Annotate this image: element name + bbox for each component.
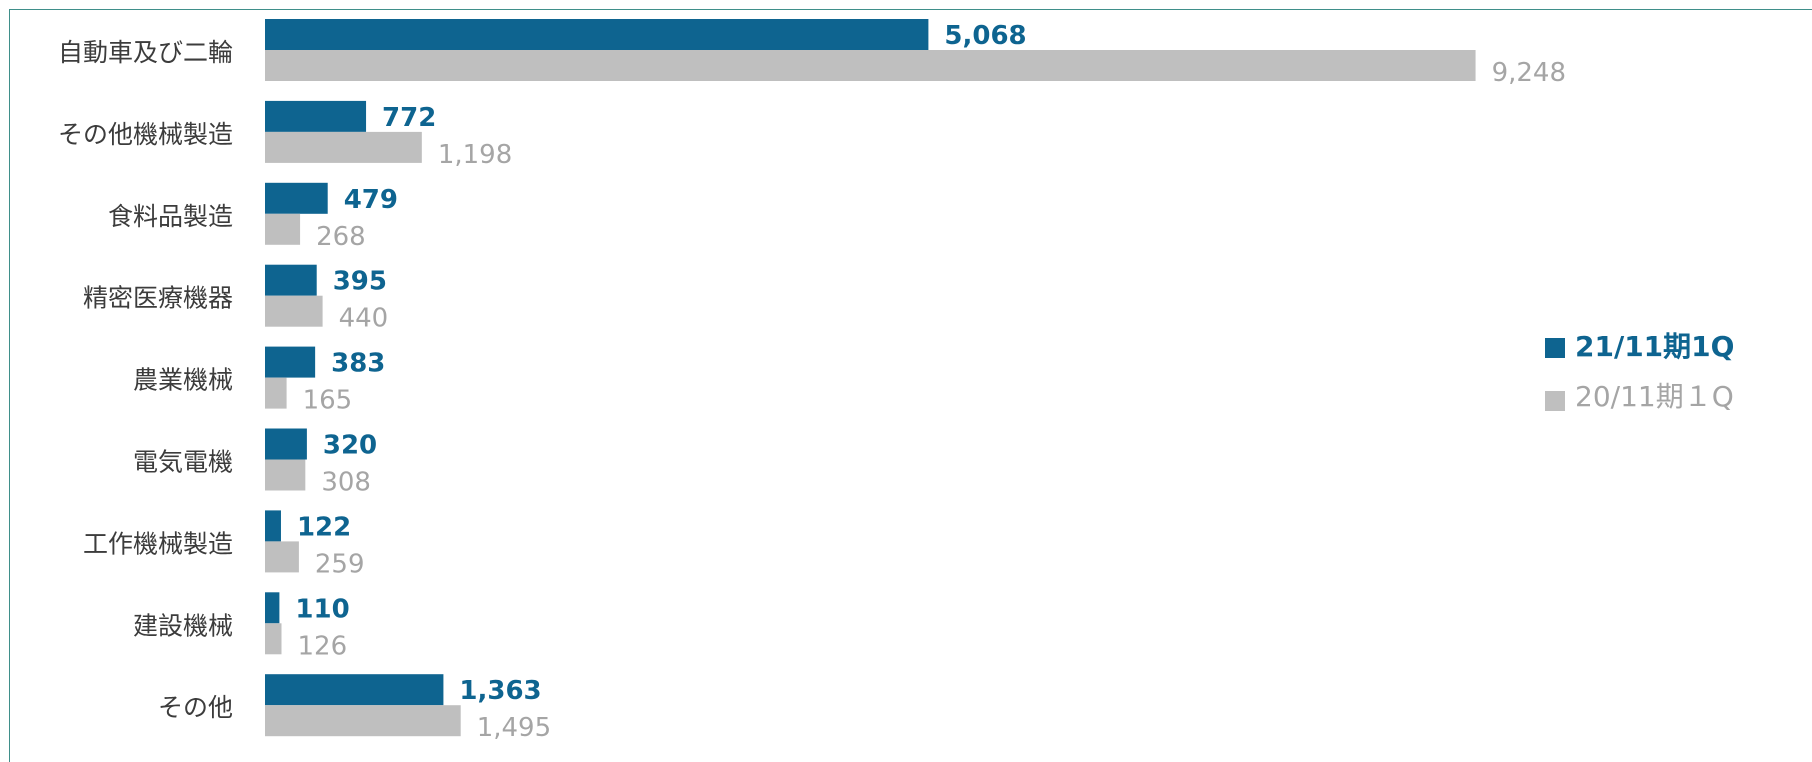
- data-label-current: 772: [382, 103, 436, 133]
- legend-label-current: 21/11期1Q: [1575, 330, 1734, 363]
- bar-previous: [265, 459, 306, 491]
- category-label: 食料品製造: [108, 202, 233, 231]
- data-label-current: 479: [344, 185, 398, 215]
- bar-current: [265, 674, 444, 706]
- category-label: その他: [158, 693, 233, 722]
- legend-swatch-current: [1545, 338, 1565, 358]
- data-label-previous: 268: [316, 222, 366, 252]
- data-label-current: 122: [297, 512, 351, 542]
- bar-previous: [265, 377, 287, 409]
- data-label-previous: 1,198: [438, 140, 512, 170]
- category-label: 建設機械: [133, 611, 233, 640]
- bar-current: [265, 264, 317, 296]
- category-label: 自動車及び二輪: [58, 38, 233, 67]
- legend-label-previous: 20/11期１Q: [1575, 380, 1734, 413]
- category-label: 精密医療機器: [83, 284, 233, 313]
- category-label: その他機械製造: [58, 120, 233, 149]
- category-label: 電気電機: [133, 448, 233, 477]
- data-label-previous: 126: [297, 631, 347, 661]
- bar-previous: [265, 623, 282, 655]
- bar-previous: [265, 213, 301, 245]
- data-label-previous: 1,495: [477, 713, 551, 743]
- bar-current: [265, 592, 280, 624]
- bar-current: [265, 428, 307, 460]
- bar-current: [265, 346, 316, 378]
- legend: 21/11期1Q 20/11期１Q: [1545, 330, 1734, 413]
- legend-swatch-previous: [1545, 391, 1565, 411]
- data-label-current: 110: [295, 594, 349, 624]
- category-labels: 自動車及び二輪その他機械製造食料品製造精密医療機器農業機械電気電機工作機械製造建…: [58, 38, 233, 722]
- data-label-previous: 9,248: [1492, 58, 1566, 88]
- bars: [265, 19, 1476, 737]
- data-label-current: 5,068: [944, 21, 1026, 51]
- data-label-previous: 440: [339, 304, 389, 334]
- bar-previous: [265, 541, 299, 573]
- bar-previous: [265, 131, 422, 163]
- data-label-previous: 308: [321, 468, 371, 498]
- bar-current: [265, 182, 328, 214]
- category-label: 工作機械製造: [83, 529, 233, 558]
- data-label-current: 383: [331, 349, 385, 379]
- bar-previous: [265, 705, 461, 737]
- bar-current: [265, 510, 281, 542]
- data-label-previous: 165: [303, 386, 353, 416]
- bar-previous: [265, 50, 1476, 81]
- data-label-current: 1,363: [459, 676, 541, 706]
- data-label-current: 395: [333, 267, 387, 297]
- bar-previous: [265, 295, 323, 327]
- chart-frame: [9, 9, 1812, 762]
- bar-current: [265, 19, 929, 50]
- category-label: 農業機械: [133, 366, 233, 395]
- data-label-previous: 259: [315, 549, 365, 579]
- bar-current: [265, 100, 367, 132]
- data-label-current: 320: [323, 431, 377, 461]
